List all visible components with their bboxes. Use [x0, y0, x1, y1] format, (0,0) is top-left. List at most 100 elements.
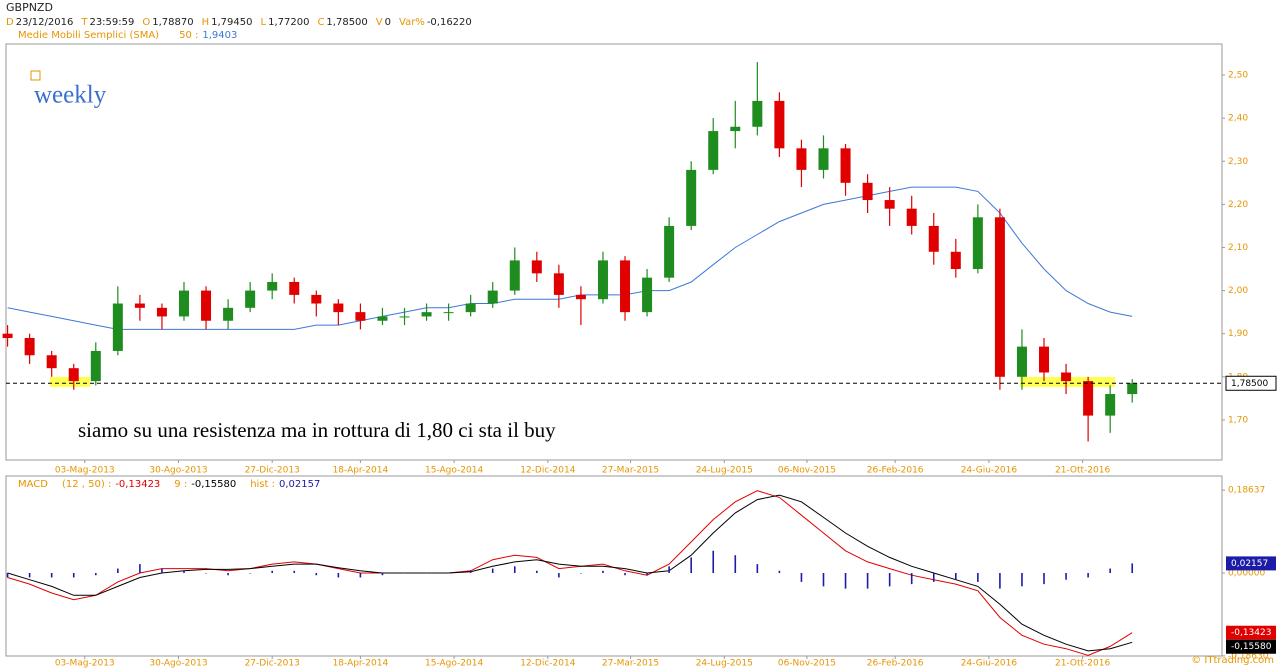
x-tick-label: 12-Dic-2014 [520, 466, 576, 476]
legend-value: 1,9403 [202, 30, 237, 41]
hist-bar [756, 564, 759, 574]
y-tick-label: 2,00 [1228, 286, 1248, 296]
hist-bar [469, 570, 472, 574]
hist-bar [712, 550, 715, 574]
candle-body [267, 281, 278, 291]
candle-body [112, 303, 123, 351]
x-tick-label: 03-Mag-2013 [55, 659, 115, 668]
candle-body [90, 350, 101, 382]
last-price-label: 1,78500 [1231, 379, 1268, 389]
x-tick-label: 24-Giu-2016 [961, 466, 1018, 476]
x-tick-label: 06-Nov-2015 [778, 466, 836, 476]
x-tick-label: 24-Lug-2015 [696, 466, 753, 476]
candle-body [421, 312, 432, 317]
x-tick-label: 12-Dic-2014 [520, 659, 576, 668]
y-tick-label: 1,90 [1228, 329, 1248, 339]
hist-bar [1087, 573, 1089, 578]
y-tick-label: 2,10 [1228, 243, 1248, 253]
legend-name: hist : [250, 479, 275, 490]
candle-body [465, 303, 476, 313]
hist-bar [888, 573, 891, 587]
x-tick-label: 27-Dic-2013 [245, 466, 300, 476]
header-value: 23/12/2016 [16, 17, 74, 28]
legend-value: -0,13423 [115, 479, 160, 490]
last-price-box [1225, 375, 1277, 391]
x-tick-label: 27-Dic-2013 [245, 659, 300, 668]
x-tick-label: 24-Lug-2015 [696, 659, 753, 668]
candle-body [774, 100, 785, 149]
hist-bar [425, 573, 428, 574]
hist-bar [624, 573, 626, 576]
candle-body [994, 217, 1005, 377]
hist-bar [1021, 573, 1023, 587]
hist-bar [955, 573, 957, 580]
last-value-label: -0,13423 [1231, 628, 1271, 638]
hist-bar [6, 573, 9, 578]
hist-bar [734, 555, 737, 574]
candle-body [686, 169, 697, 226]
x-tick-label: 26-Feb-2016 [867, 466, 924, 476]
hist-bar [183, 570, 185, 574]
y-tick-label: 2,30 [1228, 157, 1248, 167]
x-tick-label: 18-Apr-2014 [333, 659, 389, 668]
y-tick-label: 2,40 [1228, 114, 1248, 124]
legend-param: 50 : [179, 30, 198, 41]
hist-bar [72, 573, 75, 578]
candle-body [553, 273, 564, 295]
candle-body [134, 303, 145, 308]
header-value: 1,79450 [211, 17, 252, 28]
hist-bar [28, 573, 31, 578]
y-tick-label: 1,70 [1228, 415, 1248, 425]
header-value: 1,78870 [152, 17, 193, 28]
candle-body [1083, 381, 1094, 416]
header-key: L [261, 17, 267, 28]
header-key: O [142, 17, 150, 28]
candle-body [620, 260, 631, 313]
x-tick-label: 03-Mag-2013 [55, 466, 115, 476]
y-tick-label: 2,20 [1228, 200, 1248, 210]
hist-bar [271, 570, 273, 574]
header-key: Var% [399, 17, 425, 28]
hist-bar [381, 573, 384, 576]
last-value-label: 0,02157 [1231, 559, 1268, 569]
header-value: 23:59:59 [89, 17, 134, 28]
symbol-title: GBPNZD [6, 1, 53, 14]
last-value-box [1226, 625, 1276, 640]
hist-bar [117, 568, 119, 574]
footer: © ITtrading.com [1191, 655, 1274, 666]
hist-bar [999, 573, 1001, 589]
hist-bar [161, 568, 163, 574]
candle-body [2, 333, 13, 339]
price-panel [5, 43, 1223, 461]
header-key: D [6, 17, 14, 28]
candle-body [884, 200, 895, 209]
hist-bar [932, 573, 935, 582]
macd-line [7, 494, 1133, 652]
candle-body [487, 290, 498, 304]
hist-bar [668, 566, 670, 574]
candle-body [311, 294, 322, 304]
hist-bar [337, 573, 340, 578]
hist-bar [359, 573, 362, 578]
candle-body [1105, 394, 1116, 416]
candle-body [796, 148, 807, 170]
candle-body [201, 290, 212, 321]
candle-body [531, 260, 542, 274]
header-value: 1,77200 [268, 17, 309, 28]
header-value: 0 [385, 17, 391, 28]
hist-bar [536, 570, 538, 574]
candle-body [664, 225, 675, 278]
header-value: 1,78500 [326, 17, 367, 28]
hist-bar [1065, 573, 1067, 580]
candle-body [1127, 383, 1138, 395]
last-value-box [1226, 639, 1276, 654]
candle-body [1061, 372, 1072, 382]
x-tick-label: 21-Ott-2016 [1055, 466, 1111, 476]
x-tick-label: 24-Giu-2016 [961, 659, 1018, 668]
x-tick-label: 30-Ago-2013 [149, 659, 207, 668]
x-tick-label: 15-Ago-2014 [425, 659, 483, 668]
hist-bar [866, 573, 869, 589]
candle-body [1039, 346, 1050, 373]
